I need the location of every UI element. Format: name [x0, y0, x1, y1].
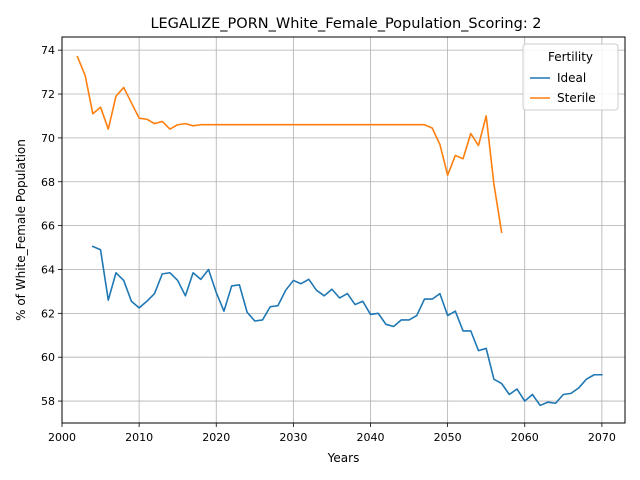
x-tick-label: 2050	[434, 431, 462, 444]
y-tick-label: 66	[41, 220, 55, 233]
series-layer	[76, 55, 603, 407]
x-tick-label: 2000	[48, 431, 76, 444]
y-tick-label: 62	[41, 307, 55, 320]
x-axis: 2000 2010 2020 2030 2040 2050 2060 2070	[48, 423, 616, 444]
x-tick-label: 2040	[356, 431, 384, 444]
y-tick-label: 64	[41, 263, 55, 276]
x-tick-label: 2070	[588, 431, 616, 444]
x-tick-label: 2010	[125, 431, 153, 444]
y-tick-label: 70	[41, 132, 55, 145]
legend: Fertility Ideal Sterile	[522, 43, 619, 111]
x-tick-label: 2020	[202, 431, 230, 444]
legend-box	[522, 43, 619, 111]
series-line-ideal	[91, 245, 603, 407]
y-axis-label: % of White_Female Population	[14, 139, 28, 321]
legend-title: Fertility	[548, 50, 593, 64]
x-tick-label: 2060	[511, 431, 539, 444]
y-tick-label: 72	[41, 88, 55, 101]
plot-area-frame	[61, 36, 626, 424]
series-line-sterile	[76, 55, 503, 234]
y-tick-label: 74	[41, 44, 55, 57]
y-axis: 58 60 62 64 66 68 70 72 74	[41, 44, 62, 408]
legend-label-ideal: Ideal	[557, 71, 586, 85]
x-tick-label: 2030	[279, 431, 307, 444]
y-tick-label: 60	[41, 351, 55, 364]
legend-label-sterile: Sterile	[557, 91, 596, 105]
x-axis-label: Years	[327, 451, 360, 465]
chart-title: LEGALIZE_PORN_White_Female_Population_Sc…	[150, 16, 541, 32]
y-tick-label: 68	[41, 176, 55, 189]
y-tick-label: 58	[41, 395, 55, 408]
